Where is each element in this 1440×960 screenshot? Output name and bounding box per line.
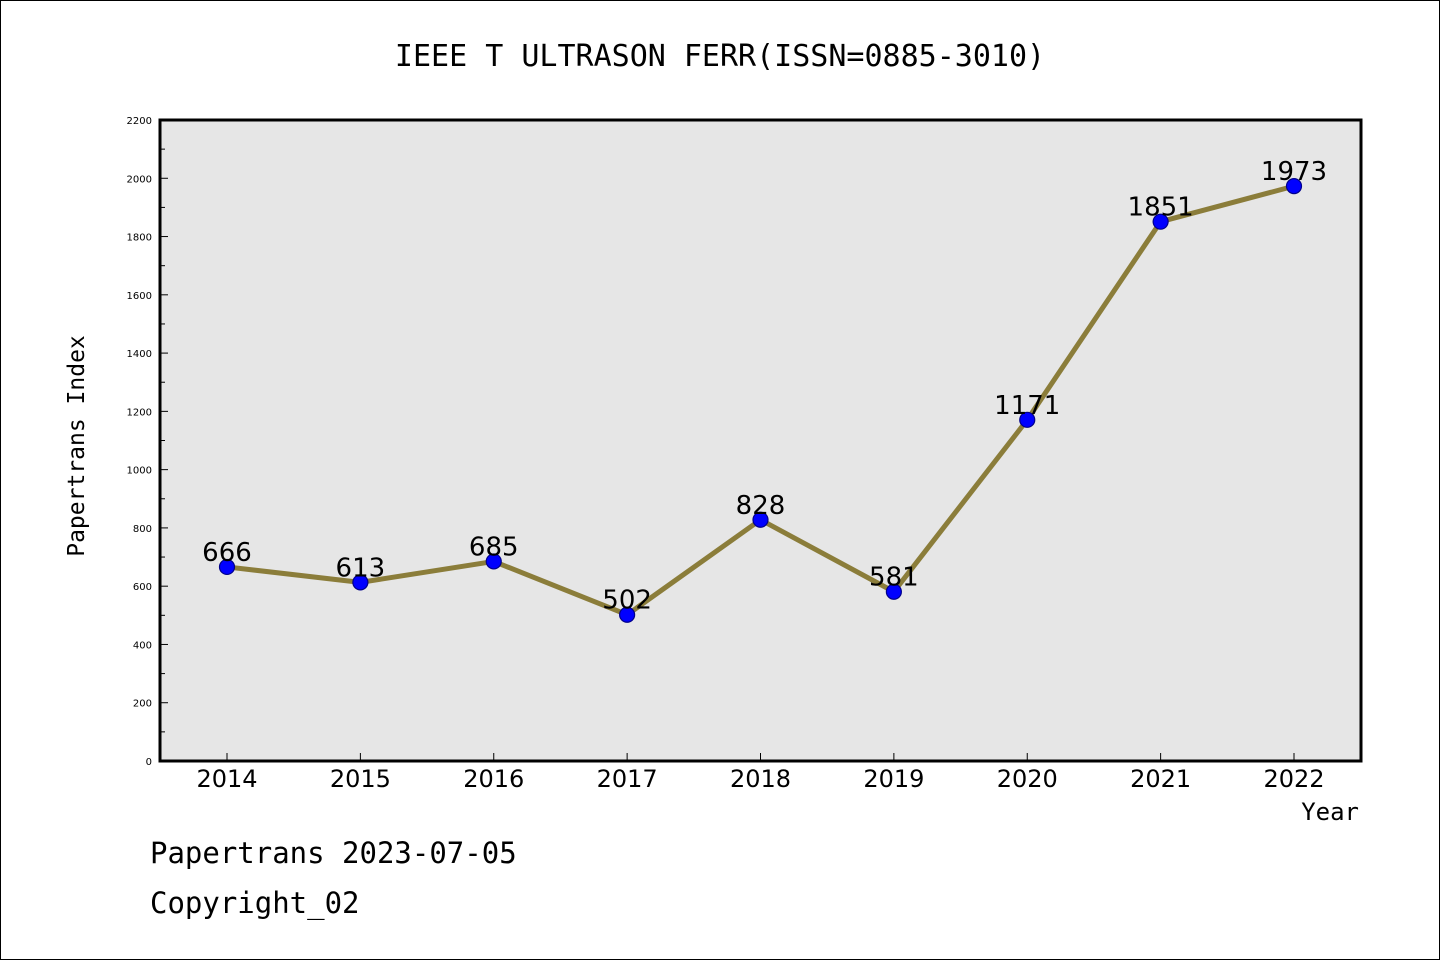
data-label: 666	[202, 538, 252, 568]
x-tick-label: 2014	[196, 765, 257, 793]
data-point	[752, 511, 769, 528]
data-label: 828	[736, 491, 786, 521]
data-label: 1851	[1128, 193, 1194, 223]
data-point	[352, 574, 369, 591]
x-tick-label: 2018	[730, 765, 791, 793]
y-tick-label: 800	[133, 524, 152, 535]
y-tick-label: 2200	[127, 116, 152, 127]
y-tick-label: 400	[133, 640, 152, 651]
data-point	[485, 553, 502, 570]
y-axis-label: Papertrans Index	[64, 335, 90, 557]
y-tick-label: 1000	[127, 466, 152, 477]
x-tick-label: 2015	[330, 765, 391, 793]
x-tick-label: 2019	[863, 765, 924, 793]
y-tick-label: 1800	[127, 233, 152, 244]
y-tick-label: 2000	[127, 174, 152, 185]
axis-ticks: 0 200 400 600 800 1000 1200 1400 1600 1800 2000 220…	[127, 116, 1325, 793]
data-point	[619, 606, 636, 623]
data-label: 502	[602, 586, 652, 616]
data-label: 685	[469, 532, 519, 562]
data-labels: 666 613 685 502 828 581 1171 1851 1973	[202, 157, 1327, 616]
data-label: 1973	[1261, 157, 1327, 187]
x-tick-label: 2021	[1130, 765, 1191, 793]
footer-copyright: Copyright_02	[150, 886, 360, 920]
data-point	[885, 583, 902, 600]
data-point	[218, 558, 236, 576]
y-tick-label: 200	[133, 699, 152, 710]
x-tick-label: 2022	[1263, 765, 1324, 793]
data-label: 613	[336, 553, 386, 583]
data-label: 1171	[994, 391, 1060, 421]
data-label: 581	[869, 563, 919, 593]
x-axis-label: Year	[1301, 798, 1359, 826]
footer-date-line: Papertrans 2023-07-05	[150, 836, 517, 870]
data-point	[1019, 411, 1036, 428]
y-tick-label: 1600	[127, 291, 152, 302]
y-tick-label: 1400	[127, 349, 152, 360]
y-tick-label: 600	[133, 582, 152, 593]
x-tick-label: 2016	[463, 765, 524, 793]
x-tick-label: 2020	[997, 765, 1058, 793]
y-tick-label: 0	[146, 757, 152, 768]
y-tick-label: 1200	[127, 407, 152, 418]
chart-title: IEEE T ULTRASON FERR(ISSN=0885-3010)	[395, 39, 1045, 74]
series-layer	[218, 178, 1303, 623]
x-tick-label: 2017	[597, 765, 658, 793]
data-point	[1152, 213, 1169, 230]
data-point	[1285, 178, 1303, 195]
plot-border	[158, 118, 1363, 763]
